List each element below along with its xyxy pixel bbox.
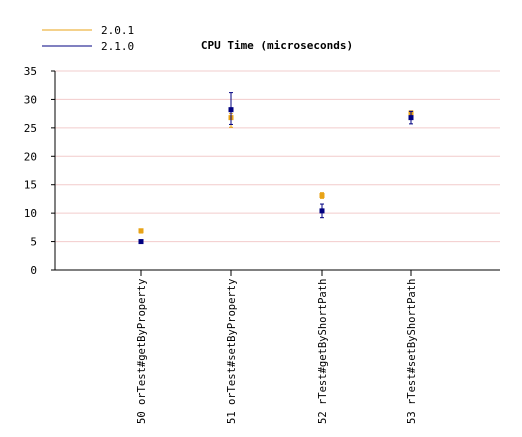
data-marks [138,92,414,245]
y-tick-label: 35 [24,65,37,78]
y-tick-label: 15 [24,179,37,192]
data-point [408,115,414,121]
y-tick-label: 30 [24,93,37,106]
data-point [138,228,144,234]
y-tick-label: 20 [24,150,37,163]
data-point [319,208,325,214]
legend-label: 2.1.0 [101,40,134,53]
legend: 2.0.1 2.1.0 [42,24,134,53]
chart-title: CPU Time (microseconds) [201,39,353,52]
data-point [138,239,144,245]
x-tick-label: 50 orTest#getByProperty [136,279,148,424]
x-tick-label: 52 rTest#getByShortPath [317,279,329,424]
axes [54,71,500,271]
y-tick-label: 10 [24,207,37,220]
legend-label: 2.0.1 [101,24,134,37]
y-tick-label: 25 [24,122,37,135]
grid [55,70,500,243]
y-tick-label: 5 [30,236,37,249]
data-point [319,193,325,199]
data-point [228,107,234,113]
x-tick-label: 53 rTest#setByShortPath [406,279,418,424]
x-tick-label: 51 orTest#setByProperty [226,279,238,424]
y-axis-ticks: 0 5 10 15 20 25 30 35 [24,65,55,277]
x-axis-ticks: 50 orTest#getByProperty 51 orTest#setByPr… [136,270,418,424]
y-tick-label: 0 [30,264,37,277]
